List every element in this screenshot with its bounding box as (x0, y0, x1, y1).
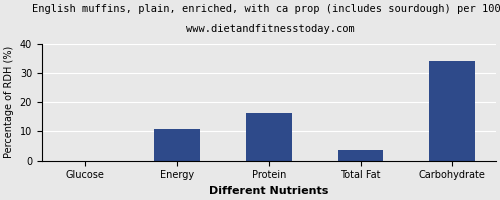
Bar (154, 129, 200, 161)
Bar (430, 61, 475, 161)
Bar (246, 113, 292, 161)
Text: English muffins, plain, enriched, with ca prop (includes sourdough) per 100g: English muffins, plain, enriched, with c… (32, 4, 500, 14)
Y-axis label: Percentage of RDH (%): Percentage of RDH (%) (4, 46, 14, 158)
Text: www.dietandfitnesstoday.com: www.dietandfitnesstoday.com (186, 24, 354, 34)
Bar (338, 150, 384, 161)
X-axis label: Different Nutrients: Different Nutrients (209, 186, 328, 196)
